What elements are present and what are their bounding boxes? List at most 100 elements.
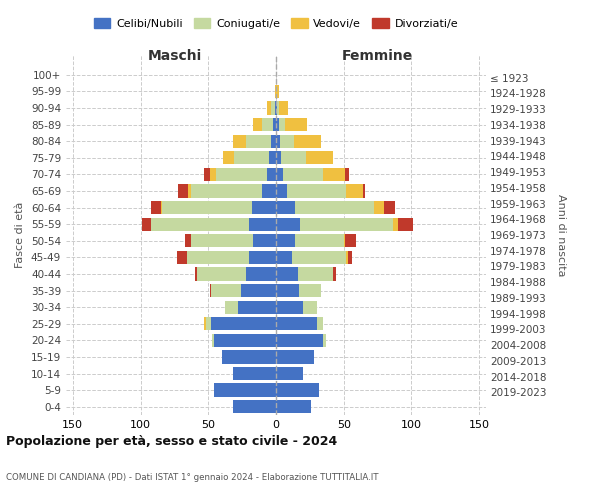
Bar xyxy=(209,168,217,181)
Bar xyxy=(317,317,323,330)
Bar xyxy=(276,184,287,198)
Bar xyxy=(276,268,298,280)
Bar xyxy=(276,168,283,181)
Bar xyxy=(187,251,249,264)
Bar xyxy=(276,201,295,214)
Bar xyxy=(253,118,262,132)
Bar xyxy=(271,102,275,114)
Bar xyxy=(276,102,277,114)
Bar xyxy=(276,384,319,397)
Bar xyxy=(293,134,321,148)
Bar xyxy=(209,284,211,297)
Bar xyxy=(266,168,276,181)
Bar xyxy=(277,102,279,114)
Bar xyxy=(262,184,276,198)
Bar xyxy=(276,317,317,330)
Bar xyxy=(279,118,286,132)
Legend: Celibi/Nubili, Coniugati/e, Vedovi/e, Divorziati/e: Celibi/Nubili, Coniugati/e, Vedovi/e, Di… xyxy=(89,14,463,34)
Bar xyxy=(249,251,276,264)
Bar xyxy=(392,218,398,231)
Bar xyxy=(273,118,276,132)
Bar xyxy=(276,85,279,98)
Bar xyxy=(385,201,395,214)
Bar xyxy=(269,151,276,164)
Bar xyxy=(276,400,311,413)
Bar xyxy=(295,201,374,214)
Bar xyxy=(151,218,249,231)
Bar xyxy=(266,102,271,114)
Bar xyxy=(398,218,413,231)
Bar xyxy=(279,102,288,114)
Text: Femmine: Femmine xyxy=(342,50,413,64)
Bar xyxy=(161,201,162,214)
Bar xyxy=(241,284,276,297)
Bar xyxy=(217,168,266,181)
Bar xyxy=(223,151,234,164)
Bar xyxy=(214,334,276,347)
Y-axis label: Fasce di età: Fasce di età xyxy=(16,202,25,268)
Bar xyxy=(162,201,251,214)
Bar xyxy=(142,218,151,231)
Bar xyxy=(276,350,314,364)
Bar xyxy=(286,118,307,132)
Bar xyxy=(204,317,206,330)
Bar xyxy=(233,400,276,413)
Bar xyxy=(348,251,352,264)
Bar xyxy=(275,102,276,114)
Bar xyxy=(344,234,345,247)
Bar xyxy=(246,134,271,148)
Bar xyxy=(276,367,303,380)
Bar xyxy=(222,350,276,364)
Bar xyxy=(234,151,269,164)
Bar xyxy=(185,234,191,247)
Bar xyxy=(276,284,299,297)
Bar xyxy=(188,184,191,198)
Bar xyxy=(211,284,241,297)
Bar xyxy=(276,334,323,347)
Bar xyxy=(197,268,246,280)
Bar xyxy=(276,251,292,264)
Bar xyxy=(233,134,246,148)
Bar xyxy=(212,334,214,347)
Bar xyxy=(177,251,187,264)
Bar xyxy=(191,184,262,198)
Text: COMUNE DI CANDIANA (PD) - Dati ISTAT 1° gennaio 2024 - Elaborazione TUTTITALIA.I: COMUNE DI CANDIANA (PD) - Dati ISTAT 1° … xyxy=(6,472,379,482)
Bar xyxy=(303,300,317,314)
Bar xyxy=(204,168,209,181)
Bar xyxy=(238,300,276,314)
Bar xyxy=(178,184,188,198)
Bar xyxy=(249,218,276,231)
Bar xyxy=(295,234,344,247)
Bar xyxy=(151,201,161,214)
Bar xyxy=(281,151,306,164)
Bar xyxy=(299,284,321,297)
Bar xyxy=(195,268,197,280)
Bar xyxy=(233,367,276,380)
Bar xyxy=(323,334,326,347)
Bar xyxy=(276,300,303,314)
Y-axis label: Anni di nascita: Anni di nascita xyxy=(556,194,566,276)
Bar xyxy=(306,151,333,164)
Text: Maschi: Maschi xyxy=(147,50,202,64)
Bar xyxy=(214,384,276,397)
Bar xyxy=(206,317,211,330)
Bar xyxy=(276,218,301,231)
Bar xyxy=(292,251,346,264)
Bar xyxy=(283,168,323,181)
Bar xyxy=(346,251,348,264)
Bar xyxy=(301,218,392,231)
Bar xyxy=(374,201,385,214)
Bar xyxy=(191,234,253,247)
Bar xyxy=(287,184,346,198)
Bar xyxy=(253,234,276,247)
Bar xyxy=(251,201,276,214)
Bar xyxy=(363,184,365,198)
Bar xyxy=(276,234,295,247)
Bar xyxy=(298,268,333,280)
Bar xyxy=(271,134,276,148)
Bar xyxy=(262,118,273,132)
Text: Popolazione per età, sesso e stato civile - 2024: Popolazione per età, sesso e stato civil… xyxy=(6,435,337,448)
Bar xyxy=(276,151,281,164)
Bar xyxy=(276,134,280,148)
Bar xyxy=(345,234,356,247)
